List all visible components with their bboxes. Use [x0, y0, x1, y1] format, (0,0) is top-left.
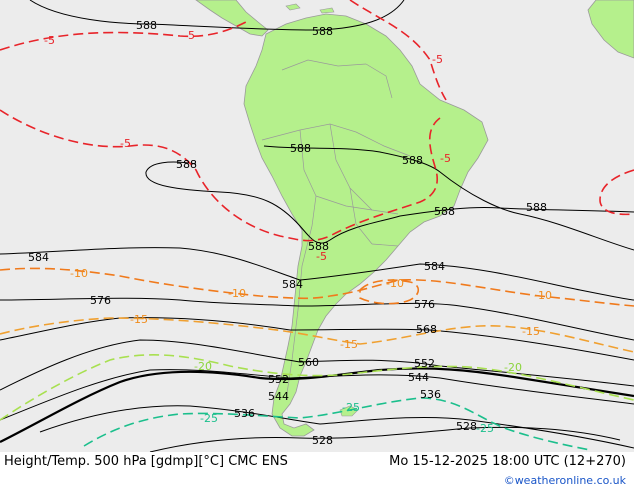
temp-label-minus10-c: -10 [228, 287, 246, 300]
height-label-588-sc: 588 [308, 240, 329, 253]
height-label-588-e: 588 [434, 205, 455, 218]
country-borders [261, 59, 411, 401]
temp-label-minus5-w: -5 [120, 137, 131, 150]
temp-label-minus20-e: -20 [504, 361, 522, 374]
height-label-584-e: 584 [424, 260, 445, 273]
height-label-544-c: 544 [268, 390, 289, 403]
temp-label-minus5-nw: -5 [44, 34, 55, 47]
height-label-588-w: 588 [176, 158, 197, 171]
temp-contour-minus5 [0, 0, 634, 242]
height-label-588-c2: 588 [402, 154, 423, 167]
temp-label-minus5-brazil: -5 [440, 152, 451, 165]
height-label-536-e: 536 [420, 388, 441, 401]
height-label-568-e: 568 [416, 323, 437, 336]
height-label-544-e: 544 [408, 371, 429, 384]
height-label-552-e: 552 [414, 357, 435, 370]
height-label-584-w: 584 [28, 251, 49, 264]
height-label-588-n: 588 [312, 25, 333, 38]
temperature-labels: -5 -5 -5 -5 -5 -5 -10 -10 -10 -10 -15 -1… [44, 29, 552, 435]
temp-label-minus25-c: -25 [342, 401, 360, 414]
temp-label-minus10-e: -10 [386, 277, 404, 290]
africa-land [587, 0, 634, 59]
height-label-588-pac: 588 [526, 201, 547, 214]
temp-label-minus5-n: -5 [184, 29, 195, 42]
height-label-552-c: 552 [268, 373, 289, 386]
height-label-588-nw: 588 [136, 19, 157, 32]
height-label-576-w: 576 [90, 294, 111, 307]
weather-map: 588 588 588 588 588 588 588 588 584 584 … [0, 0, 634, 452]
temp-label-minus20-w: -20 [194, 360, 212, 373]
temp-contour-minus20 [0, 354, 634, 421]
caribbean-islands-land [285, 3, 335, 14]
height-label-576-e: 576 [414, 298, 435, 311]
height-label-588-c1: 588 [290, 142, 311, 155]
temp-contour-minus25 [83, 397, 591, 451]
temp-label-minus10-fe: -10 [534, 289, 552, 302]
temp-label-minus25-e: -25 [476, 422, 494, 435]
height-label-584-c: 584 [282, 278, 303, 291]
height-label-528-c: 528 [312, 434, 333, 447]
temp-label-minus15-c: -15 [340, 338, 358, 351]
credit-link[interactable]: ©weatheronline.co.uk [503, 474, 626, 487]
map-footer: Height/Temp. 500 hPa [gdmp][°C] CMC ENS … [0, 452, 634, 490]
height-contour-552-bold [0, 367, 634, 443]
valid-time: Mo 15-12-2025 18:00 UTC (12+270) [389, 454, 626, 469]
central-america-land [195, 0, 269, 37]
map-title: Height/Temp. 500 hPa [gdmp][°C] CMC ENS [4, 454, 288, 469]
temp-label-minus15-w: -15 [130, 313, 148, 326]
temp-contour-minus10 [0, 267, 634, 307]
height-label-560-c: 560 [298, 356, 319, 369]
temp-label-minus15-e: -15 [522, 325, 540, 338]
temp-label-minus5-ne: -5 [432, 53, 443, 66]
temp-label-minus10-w: -10 [70, 267, 88, 280]
temp-contour-minus15 [0, 317, 634, 353]
temp-label-minus25-w: -25 [200, 412, 218, 425]
height-label-528-e: 528 [456, 420, 477, 433]
temp-label-minus5-sc: -5 [316, 250, 327, 263]
map-canvas: 588 588 588 588 588 588 588 588 584 584 … [0, 0, 634, 452]
height-label-536-w: 536 [234, 407, 255, 420]
height-labels: 588 588 588 588 588 588 588 588 584 584 … [28, 19, 547, 447]
